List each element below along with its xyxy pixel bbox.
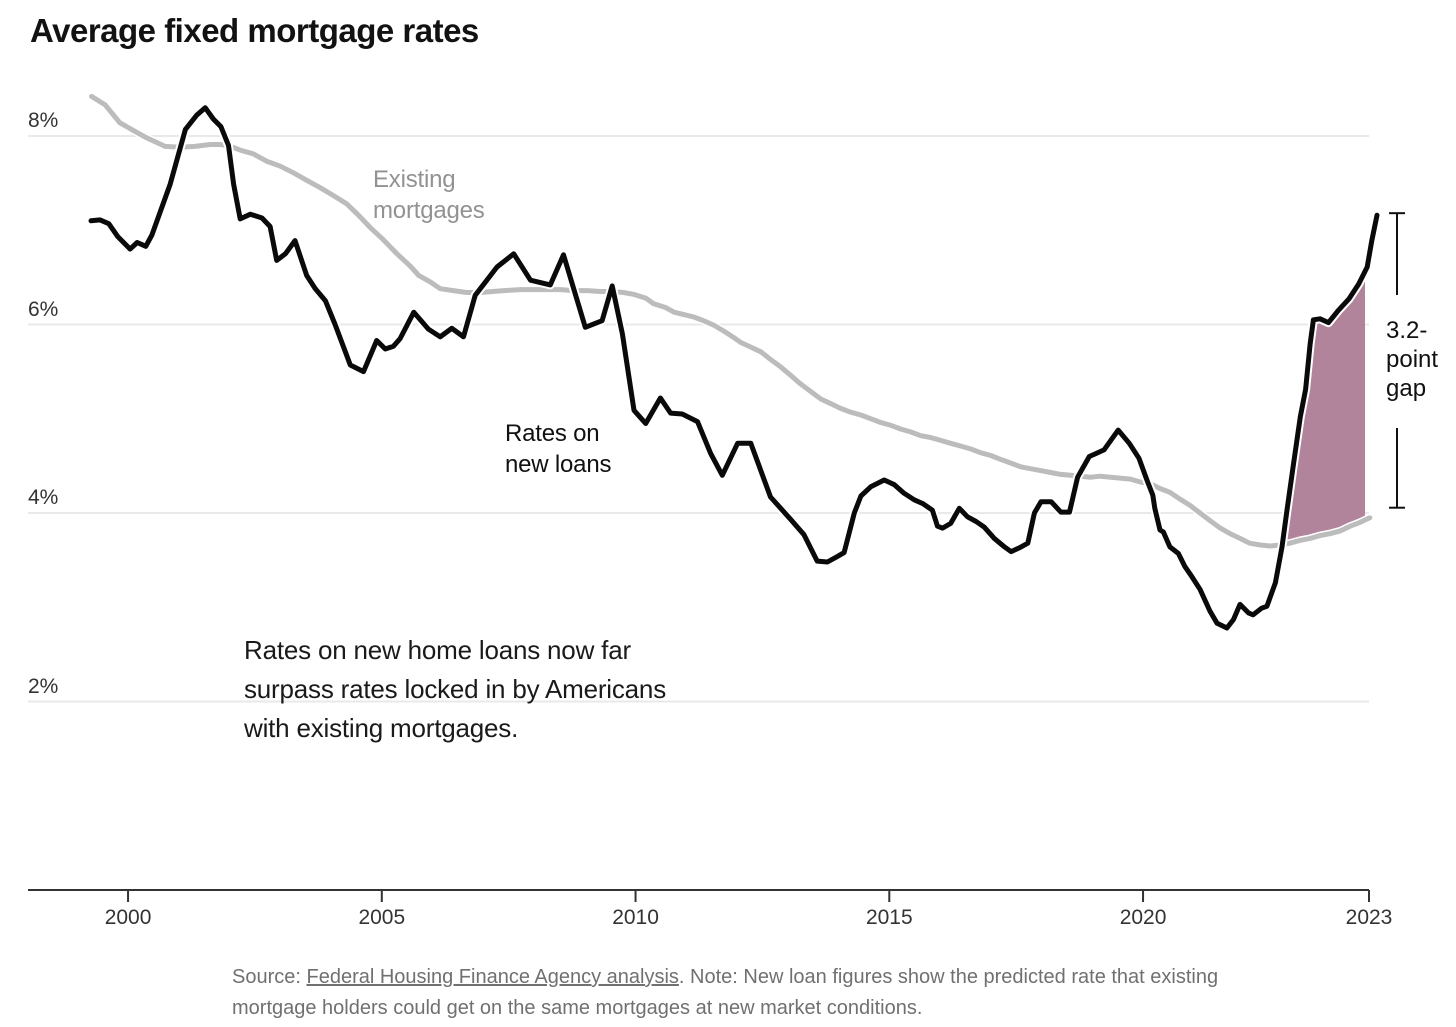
x-axis-label: 2000	[104, 906, 152, 929]
x-axis-label: 2020	[1119, 906, 1167, 929]
x-axis-label: 2015	[865, 906, 913, 929]
source-prefix: Source:	[232, 966, 307, 988]
x-axis-label: 2010	[612, 906, 659, 929]
x-axis-label: 2005	[358, 906, 406, 929]
new-loans-line	[88, 105, 1380, 631]
gap-bracket	[1389, 212, 1405, 509]
source-note-text: . Note: New loan figures show the predic…	[232, 966, 1219, 1019]
new-loans-label: Rates on new loans	[505, 420, 612, 478]
existing-mortgages-label: Existing mortgages	[373, 166, 485, 224]
existing-mortgages-line-casing	[87, 92, 1374, 550]
new-loans-line-casing	[86, 103, 1382, 633]
gap-fill-area	[1282, 271, 1365, 547]
existing-mortgages-line	[89, 93, 1373, 549]
gridlines	[28, 135, 1369, 703]
y-axis-label: 6%	[28, 297, 59, 321]
x-axis-label: 2023	[1345, 906, 1393, 929]
y-axis-label: 8%	[28, 109, 59, 132]
gap-annotation-label: 3.2- point gap	[1386, 317, 1439, 402]
chart-annotation: Rates on new home loans now far surpass …	[244, 635, 666, 743]
source-link[interactable]: Federal Housing Finance Agency analysis	[306, 966, 679, 988]
x-axis	[28, 889, 1370, 902]
source-note: Source: Federal Housing Finance Agency a…	[232, 962, 1242, 1024]
y-axis-label: 4%	[28, 486, 59, 509]
y-axis-label: 2%	[28, 674, 59, 698]
chart-title: Average fixed mortgage rates	[30, 12, 479, 49]
